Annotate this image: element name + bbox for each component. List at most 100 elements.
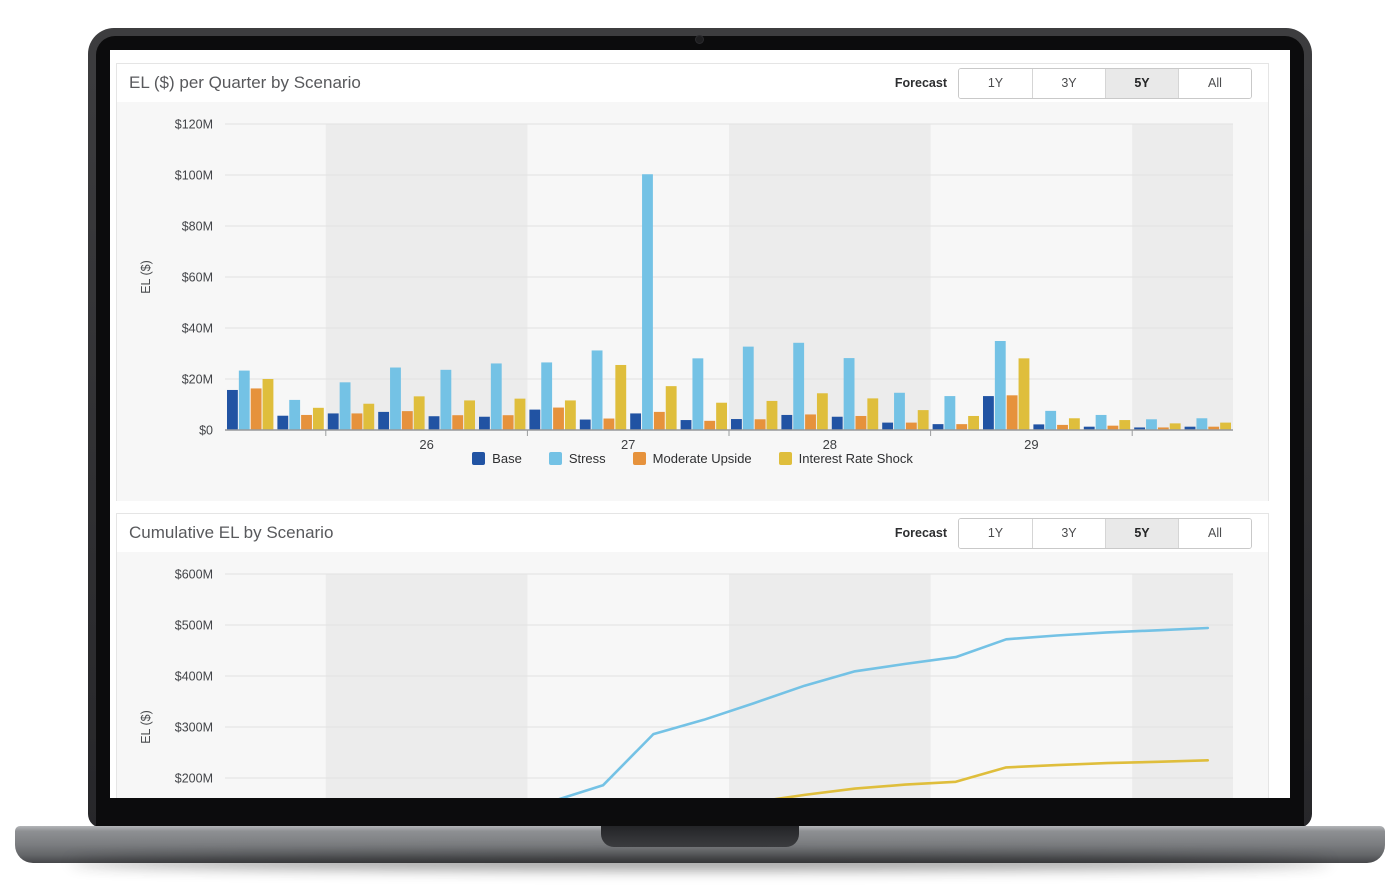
y-axis-tick-label: $0	[199, 424, 213, 438]
x-axis-year-label: 27	[621, 437, 635, 452]
forecast-button-3y[interactable]: 3Y	[1032, 518, 1105, 548]
dashboard-viewport: EL ($) per Quarter by Scenario Forecast …	[110, 50, 1290, 798]
bar-interest-rate-shock	[968, 415, 979, 430]
bar-chart: 26 27 28 29 $0 $20M $40M $60M $80M $100M $120M EL (…	[139, 118, 1233, 452]
y-axis-tick-label: $100M	[175, 169, 213, 183]
line-chart: 26272829$0$100M$200M$300M$400M$500M$600M…	[139, 568, 1233, 798]
y-axis-tick-label: $500M	[175, 619, 213, 633]
legend-item[interactable]: Moderate Upside	[632, 451, 752, 466]
legend-label: Moderate Upside	[652, 451, 752, 466]
bar-stress	[994, 341, 1006, 430]
webcam-icon	[696, 36, 703, 43]
chart-panel: 26 27 28 29 $0 $20M $40M $60M $80M $100M $120M EL (…	[117, 102, 1268, 501]
y-axis-tick-label: $600M	[175, 568, 213, 582]
cumulative-el-card: Cumulative EL by Scenario Forecast 1Y 3Y 5…	[116, 513, 1269, 798]
y-axis-title: EL ($)	[139, 260, 153, 294]
legend-item[interactable]: Base	[472, 451, 522, 466]
bar-stress	[289, 399, 301, 430]
bar-base	[479, 416, 490, 430]
bar-interest-rate-shock	[1169, 423, 1181, 430]
bar-moderate-upside	[1057, 424, 1068, 430]
bar-interest-rate-shock	[564, 400, 576, 430]
y-axis-tick-label: $60M	[182, 271, 213, 285]
forecast-range-buttons: 1Y 3Y 5Y All	[958, 67, 1252, 99]
bar-stress	[642, 174, 653, 430]
forecast-range-buttons: 1Y 3Y 5Y All	[958, 517, 1252, 549]
bar-stress	[591, 350, 603, 430]
bar-stress	[1045, 410, 1057, 430]
bar-moderate-upside	[1006, 395, 1018, 430]
bar-stress	[692, 358, 704, 430]
bar-stress	[541, 362, 553, 430]
laptop-lid-notch	[601, 826, 799, 847]
bar-base	[831, 416, 843, 430]
legend-swatch	[472, 452, 486, 465]
bar-interest-rate-shock	[363, 403, 375, 430]
bar-base	[227, 389, 238, 430]
forecast-button-1y[interactable]: 1Y	[959, 518, 1032, 548]
line-stress	[558, 626, 1210, 798]
bar-stress	[1196, 418, 1208, 430]
bar-base	[277, 415, 289, 430]
bar-base	[1134, 427, 1146, 430]
bar-moderate-upside	[1208, 426, 1220, 430]
legend-item[interactable]: Interest Rate Shock	[778, 451, 913, 466]
y-axis-tick-label: $40M	[182, 322, 213, 336]
bar-moderate-upside	[250, 388, 262, 430]
bar-interest-rate-shock	[1119, 420, 1131, 430]
bar-base	[983, 396, 994, 430]
legend-label: Stress	[568, 451, 606, 466]
bar-stress	[742, 346, 754, 430]
laptop-screen-housing: EL ($) per Quarter by Scenario Forecast …	[88, 28, 1312, 828]
bar-stress	[894, 392, 905, 430]
card-header: Cumulative EL by Scenario Forecast 1Y 3Y 5…	[117, 514, 1268, 552]
forecast-button-1y[interactable]: 1Y	[959, 68, 1032, 98]
year-band	[729, 574, 931, 798]
bar-moderate-upside	[452, 415, 464, 430]
bar-stress	[440, 369, 452, 430]
bar-moderate-upside	[956, 424, 968, 430]
y-axis-tick-label: $300M	[175, 721, 213, 735]
bar-moderate-upside	[502, 415, 514, 430]
bar-interest-rate-shock	[917, 410, 929, 430]
bar-interest-rate-shock	[766, 400, 778, 430]
forecast-button-all[interactable]: All	[1178, 518, 1251, 548]
bar-base	[731, 419, 742, 430]
bar-moderate-upside	[1107, 425, 1119, 430]
bar-stress	[238, 370, 250, 430]
y-axis-tick-label: $20M	[182, 373, 213, 387]
forecast-label: Forecast	[894, 76, 947, 90]
bar-moderate-upside	[1157, 427, 1169, 430]
y-axis-tick-label: $120M	[175, 118, 213, 132]
bar-base	[932, 424, 944, 430]
y-axis-tick-label: $200M	[175, 772, 213, 786]
bar-base	[781, 414, 793, 430]
legend-item[interactable]: Stress	[548, 451, 606, 466]
chart-title: Cumulative EL by Scenario	[129, 523, 334, 542]
bar-base	[529, 409, 541, 430]
card-header: EL ($) per Quarter by Scenario Forecast …	[117, 64, 1268, 102]
forecast-button-3y[interactable]: 3Y	[1032, 68, 1105, 98]
forecast-button-5y[interactable]: 5Y	[1105, 518, 1178, 548]
legend-swatch	[548, 452, 562, 465]
bar-stress	[1146, 419, 1157, 430]
forecast-button-5y[interactable]: 5Y	[1105, 68, 1178, 98]
bar-stress	[944, 396, 956, 430]
bar-moderate-upside	[301, 414, 312, 430]
bar-base	[1184, 426, 1196, 430]
bar-interest-rate-shock	[464, 400, 475, 430]
y-axis-tick-label: $80M	[182, 220, 213, 234]
bar-interest-rate-shock	[665, 386, 677, 430]
forecast-label: Forecast	[894, 526, 947, 540]
forecast-button-all[interactable]: All	[1178, 68, 1251, 98]
forecast-control: Forecast 1Y 3Y 5Y All	[894, 67, 1252, 99]
x-axis-year-label: 26	[419, 437, 433, 452]
bar-base	[378, 411, 390, 430]
bar-stress	[793, 342, 805, 430]
bar-base	[327, 413, 339, 430]
bar-stress	[339, 382, 351, 430]
legend-label: Base	[492, 451, 522, 466]
laptop-shadow	[70, 856, 1330, 869]
y-axis-tick-label: $400M	[175, 670, 213, 684]
bar-moderate-upside	[805, 414, 816, 430]
